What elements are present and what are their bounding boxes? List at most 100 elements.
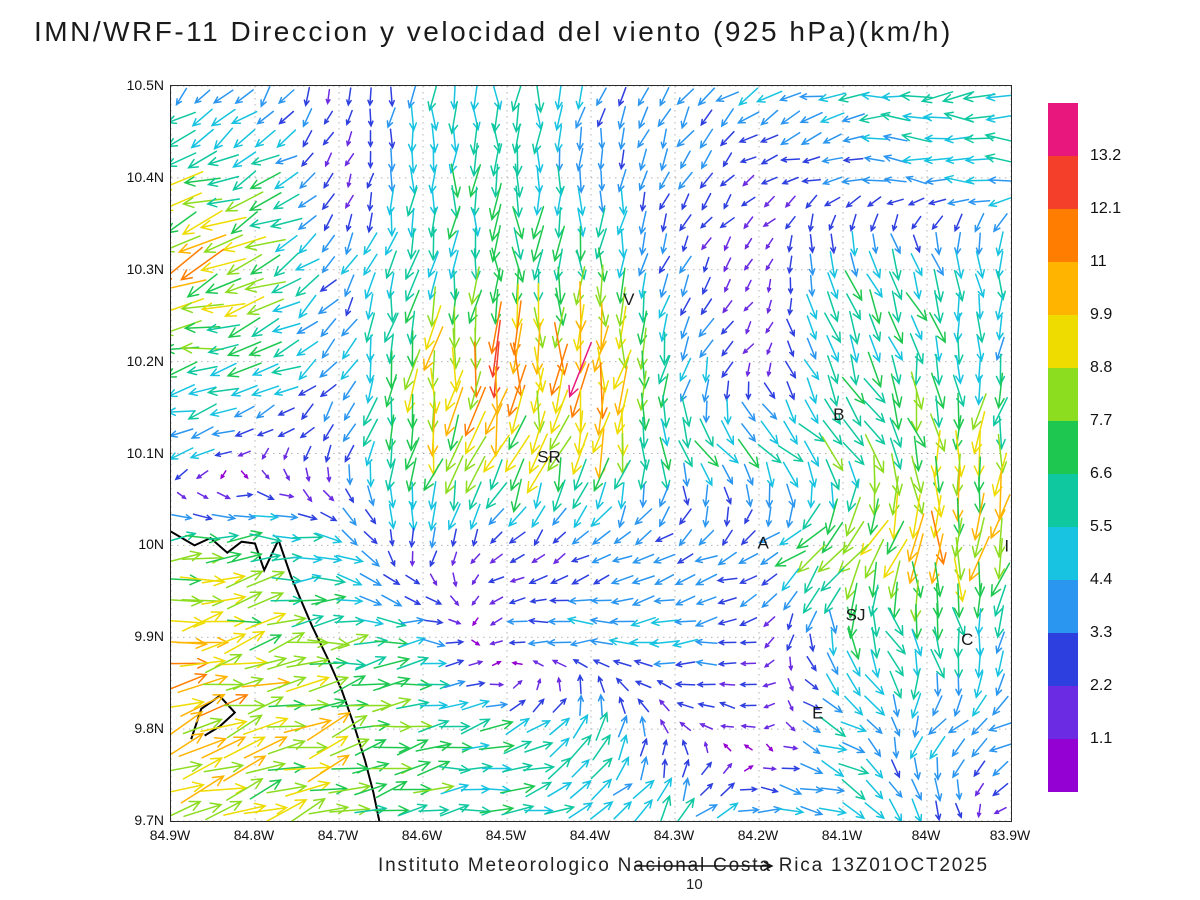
- wind-arrow: [786, 381, 796, 401]
- wind-arrow: [867, 738, 882, 758]
- wind-arrow: [468, 481, 482, 511]
- wind-arrow: [743, 463, 754, 487]
- wind-arrow: [546, 638, 572, 647]
- wind-arrow: [535, 167, 544, 195]
- wind-arrow: [864, 802, 886, 820]
- wind-arrow: [678, 529, 693, 547]
- wind-arrow: [721, 529, 733, 547]
- wind-arrow: [187, 150, 218, 169]
- wind-arrow: [171, 211, 197, 233]
- wind-arrow: [699, 418, 714, 448]
- wind-arrow: [907, 417, 926, 449]
- wind-arrow: [245, 612, 287, 630]
- wind-arrow: [991, 695, 1009, 716]
- wind-arrow: [508, 415, 527, 451]
- wind-arrow: [387, 550, 396, 568]
- wind-arrow: [308, 735, 349, 760]
- wind-arrow: [974, 782, 985, 797]
- wind-arrow: [323, 424, 334, 442]
- wind-arrow: [825, 459, 840, 491]
- wind-arrow: [364, 441, 375, 467]
- wind-arrow: [723, 236, 732, 252]
- wind-arrow: [905, 292, 928, 322]
- wind-arrow: [595, 303, 607, 353]
- colorbar-segment: [1048, 156, 1078, 209]
- lat-tick-label: 9.7N: [134, 812, 164, 828]
- wind-arrow: [804, 565, 819, 595]
- wind-arrow: [556, 676, 562, 692]
- wind-arrow: [448, 230, 459, 258]
- wind-arrow: [931, 215, 944, 231]
- wind-arrow: [954, 536, 966, 582]
- wind-arrow: [223, 296, 265, 317]
- wind-arrow: [479, 719, 514, 732]
- wind-arrow: [721, 361, 734, 379]
- wind-arrow: [464, 410, 486, 455]
- wind-arrow: [783, 420, 798, 446]
- wind-arrow: [888, 311, 904, 345]
- wind-arrow: [577, 694, 585, 716]
- wind-arrow: [407, 227, 417, 261]
- wind-arrow: [954, 430, 966, 478]
- wind-arrow: [850, 230, 858, 257]
- wind-arrow: [717, 660, 737, 667]
- wind-arrow: [224, 277, 264, 295]
- wind-arrow: [805, 194, 818, 209]
- wind-arrow: [485, 482, 508, 510]
- colorbar-segment: [1048, 421, 1078, 474]
- wind-arrow: [308, 675, 350, 693]
- wind-arrow: [256, 491, 275, 500]
- wind-arrow: [615, 305, 627, 351]
- wind-arrow: [743, 216, 754, 230]
- wind-arrow: [787, 700, 794, 712]
- wind-arrow: [460, 718, 491, 735]
- wind-arrow: [330, 633, 370, 651]
- wind-arrow: [739, 681, 757, 688]
- wind-arrow: [612, 349, 632, 391]
- wind-arrow: [592, 733, 611, 761]
- wind-arrow: [633, 659, 653, 667]
- wind-arrow: [738, 134, 758, 144]
- wind-arrow: [234, 89, 254, 105]
- wind-arrow: [531, 553, 546, 564]
- wind-arrow: [205, 323, 241, 334]
- wind-arrow: [575, 323, 587, 375]
- wind-arrow: [223, 802, 267, 816]
- wind-arrow: [321, 256, 336, 274]
- wind-arrow: [681, 235, 689, 253]
- wind-arrow: [511, 123, 521, 155]
- wind-arrow: [631, 595, 655, 606]
- wind-arrow: [171, 637, 209, 649]
- wind-arrow: [270, 277, 302, 294]
- wind-arrow: [552, 697, 567, 713]
- wind-arrow: [427, 86, 438, 112]
- wind-arrow: [616, 251, 627, 279]
- wind-arrow: [760, 154, 778, 165]
- wind-arrow: [910, 371, 925, 411]
- wind-arrow: [779, 131, 801, 146]
- wind-arrow: [508, 388, 524, 435]
- wind-arrow: [469, 122, 480, 156]
- wind-arrow: [552, 507, 567, 526]
- wind-arrow: [569, 639, 591, 647]
- wind-arrow: [935, 800, 942, 821]
- wind-arrow: [699, 172, 714, 190]
- wind-arrow: [200, 718, 248, 733]
- wind-arrow: [448, 145, 459, 175]
- wind-arrow: [803, 440, 820, 468]
- wind-arrow: [658, 255, 671, 274]
- wind-arrow: [529, 410, 546, 456]
- wind-arrow: [799, 786, 825, 794]
- wind-arrow: [631, 575, 655, 585]
- wind-arrow: [822, 133, 842, 144]
- wind-arrow: [779, 156, 801, 163]
- wind-arrow: [406, 413, 418, 453]
- wind-arrow: [823, 196, 841, 207]
- wind-arrow: [209, 362, 237, 377]
- wind-arrow: [719, 130, 735, 147]
- wind-arrow: [555, 165, 565, 197]
- wind-arrow: [763, 724, 775, 730]
- wind-arrow: [976, 335, 985, 363]
- wind-arrow: [745, 381, 752, 401]
